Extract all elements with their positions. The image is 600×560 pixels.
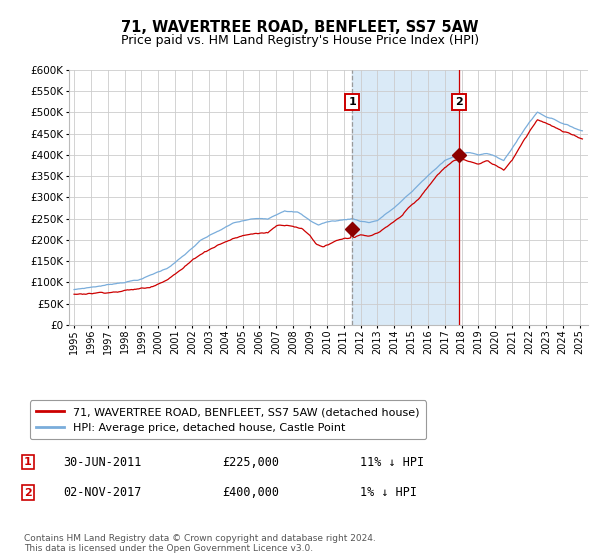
Text: 1: 1 [24,457,32,467]
Text: 11% ↓ HPI: 11% ↓ HPI [360,455,424,469]
Legend: 71, WAVERTREE ROAD, BENFLEET, SS7 5AW (detached house), HPI: Average price, deta: 71, WAVERTREE ROAD, BENFLEET, SS7 5AW (d… [29,400,426,439]
Text: 71, WAVERTREE ROAD, BENFLEET, SS7 5AW: 71, WAVERTREE ROAD, BENFLEET, SS7 5AW [121,20,479,35]
Bar [352,70,459,325]
Text: £225,000: £225,000 [222,455,279,469]
Text: 1: 1 [348,97,356,107]
Text: Price paid vs. HM Land Registry's House Price Index (HPI): Price paid vs. HM Land Registry's House … [121,34,479,46]
Text: 30-JUN-2011: 30-JUN-2011 [63,455,142,469]
Text: 2: 2 [455,97,463,107]
Text: £400,000: £400,000 [222,486,279,500]
Text: 02-NOV-2017: 02-NOV-2017 [63,486,142,500]
Text: 1% ↓ HPI: 1% ↓ HPI [360,486,417,500]
Text: Contains HM Land Registry data © Crown copyright and database right 2024.
This d: Contains HM Land Registry data © Crown c… [24,534,376,553]
Text: 2: 2 [24,488,32,498]
